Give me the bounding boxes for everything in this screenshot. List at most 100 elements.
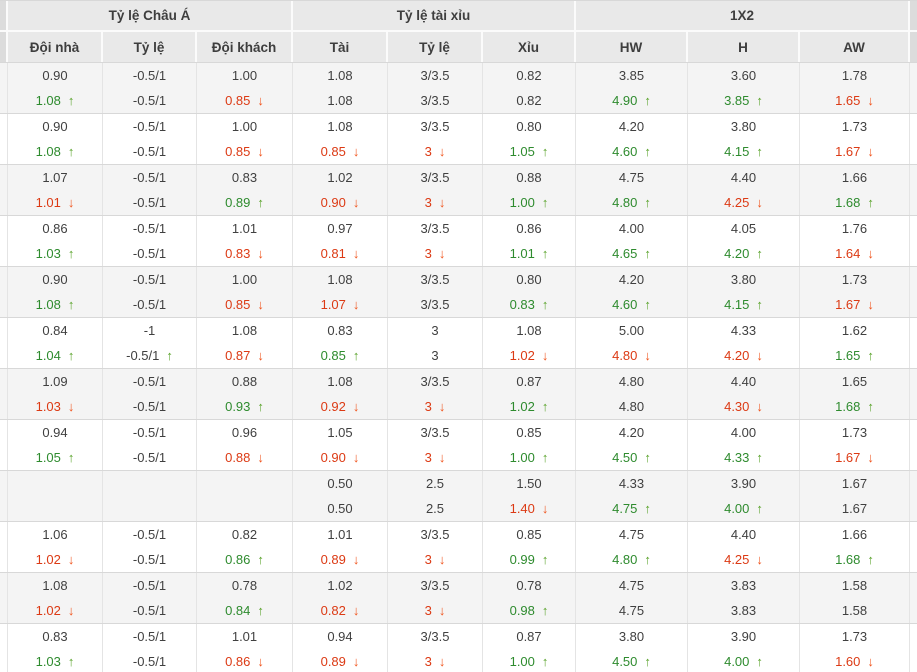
group-header-label: Tỷ lệ tài xỉu [396, 8, 471, 23]
left-edge-sliver [0, 649, 8, 672]
odds-value: 1.04 [35, 348, 61, 363]
cell-handicap: -0.5/1 [103, 267, 197, 292]
cell-h: 4.05 [688, 216, 800, 241]
right-edge-sliver [910, 88, 917, 113]
cell-home: 0.83 [8, 624, 103, 649]
right-edge-sliver [910, 649, 917, 672]
right-edge-sliver [910, 267, 917, 292]
cell-away: 1.00 [197, 114, 293, 139]
cell-home: 1.01 ↓ [8, 190, 103, 215]
odds-row: 1.02 ↓ -0.5/1 0.86 ↑ 0.89 ↓ 3 ↓ 0.99 ↑ 4.80 ↑ 4.25 ↓ 1.… [0, 547, 917, 572]
odds-value: 4.25 [724, 195, 750, 210]
left-edge-sliver [0, 241, 8, 266]
cell-over: 1.08 [293, 267, 388, 292]
odds-value: -0.5/1 [132, 450, 167, 465]
cell-over: 0.92 ↓ [293, 394, 388, 419]
odds-value: -0.5/1 [132, 578, 167, 593]
cell-aw: 1.58 [800, 598, 910, 623]
odds-row: 0.83 -0.5/1 1.01 0.94 3/3.5 0.87 3.80 3.90 1.73 [0, 624, 917, 649]
odds-value: 4.05 [730, 221, 757, 236]
odds-value: 1.08 [327, 119, 353, 134]
cell-ou-ratio: 3/3.5 [388, 114, 483, 139]
down-arrow-icon: ↓ [352, 654, 360, 669]
odds-value: 0.84 [225, 603, 251, 618]
odds-value: 1.65 [835, 93, 861, 108]
cell-hw: 4.20 [576, 420, 688, 445]
odds-value: 1.08 [231, 323, 258, 338]
down-arrow-icon: ↓ [541, 501, 549, 516]
odds-value: -0.5/1 [132, 425, 167, 440]
up-arrow-icon: ↑ [541, 144, 549, 159]
odds-row: 1.08 ↑ -0.5/1 0.85 ↓ 1.07 ↓ 3/3.5 0.83 ↑ 4.60 ↑ 4.15… [0, 292, 917, 317]
odds-value: 0.80 [516, 119, 542, 134]
up-arrow-icon: ↑ [67, 93, 75, 108]
cell-h: 4.15 ↑ [688, 139, 800, 164]
cell-home: 1.07 [8, 165, 103, 190]
odds-value: -0.5/1 [132, 119, 167, 134]
cell-over: 1.02 [293, 573, 388, 598]
odds-value: 0.88 [516, 170, 542, 185]
odds-value: -0.5/1 [132, 374, 167, 389]
odds-value: 4.00 [730, 425, 757, 440]
cell-ou-ratio: 3/3.5 [388, 522, 483, 547]
cell-away: 0.88 ↓ [197, 445, 293, 470]
group-header-0: Tỷ lệ Châu Á [8, 1, 293, 32]
cell-home: 0.94 [8, 420, 103, 445]
cell-ou-ratio: 3 ↓ [388, 598, 483, 623]
left-edge-sliver [0, 165, 8, 190]
odds-value: 1.00 [231, 272, 258, 287]
cell-over: 1.07 ↓ [293, 292, 388, 317]
cell-ou-ratio: 3 ↓ [388, 649, 483, 672]
odds-value: 1.68 [835, 399, 861, 414]
odds-value: 0.85 [516, 425, 542, 440]
cell-aw: 1.67 ↓ [800, 292, 910, 317]
cell-under: 0.78 [483, 573, 576, 598]
right-edge-sliver [910, 165, 917, 190]
cell-over: 0.82 ↓ [293, 598, 388, 623]
odds-row: 1.05 ↑ -0.5/1 0.88 ↓ 0.90 ↓ 3 ↓ 1.00 ↑ 4.50 ↑ 4.33 ↑ 1.… [0, 445, 917, 470]
cell-away: 1.00 [197, 63, 293, 88]
cell-under: 1.40 ↓ [483, 496, 576, 521]
odds-value: 0.50 [327, 476, 353, 491]
cell-aw: 1.76 [800, 216, 910, 241]
odds-value: 1.02 [35, 552, 61, 567]
cell-home: 1.03 ↑ [8, 649, 103, 672]
odds-value: 1.76 [841, 221, 868, 236]
odds-value: -0.5/1 [132, 527, 167, 542]
odds-value: 0.86 [225, 552, 251, 567]
cell-under: 1.02 ↓ [483, 343, 576, 368]
odds-value: 1.08 [35, 93, 61, 108]
odds-value: -1 [143, 323, 156, 338]
odds-value: 3/3.5 [420, 170, 450, 185]
cell-under: 1.05 ↑ [483, 139, 576, 164]
down-arrow-icon: ↓ [67, 399, 75, 414]
cell-handicap: -0.5/1 [103, 165, 197, 190]
odds-row: 1.03 ↑ -0.5/1 0.83 ↓ 0.81 ↓ 3 ↓ 1.01 ↑ 4.65 ↑ 4.20 ↑ 1.… [0, 241, 917, 266]
down-arrow-icon: ↓ [352, 552, 360, 567]
cell-aw: 1.67 [800, 471, 910, 496]
cell-hw: 3.85 [576, 63, 688, 88]
odds-value: -0.5/1 [132, 654, 167, 669]
up-arrow-icon: ↑ [541, 603, 549, 618]
odds-value: 3/3.5 [420, 68, 450, 83]
odds-value: 4.60 [612, 144, 638, 159]
cell-ou-ratio: 3/3.5 [388, 88, 483, 113]
cell-hw: 3.80 [576, 624, 688, 649]
cell-hw: 4.90 ↑ [576, 88, 688, 113]
cell-handicap: -0.5/1 [103, 216, 197, 241]
up-arrow-icon: ↑ [67, 297, 75, 312]
odds-value: 1.67 [835, 297, 861, 312]
odds-value: 1.40 [509, 501, 535, 516]
odds-value: 1.68 [835, 195, 861, 210]
odds-value: 0.94 [327, 629, 353, 644]
odds-value: 0.88 [225, 450, 251, 465]
cell-aw: 1.67 ↓ [800, 445, 910, 470]
column-header-label: Tỷ lệ [419, 39, 450, 55]
odds-value: 4.30 [724, 399, 750, 414]
cell-away: 0.83 ↓ [197, 241, 293, 266]
odds-value: 0.86 [42, 221, 68, 236]
cell-aw: 1.73 [800, 624, 910, 649]
odds-value: 1.65 [835, 348, 861, 363]
down-arrow-icon: ↓ [438, 399, 446, 414]
cell-h: 4.20 ↑ [688, 241, 800, 266]
